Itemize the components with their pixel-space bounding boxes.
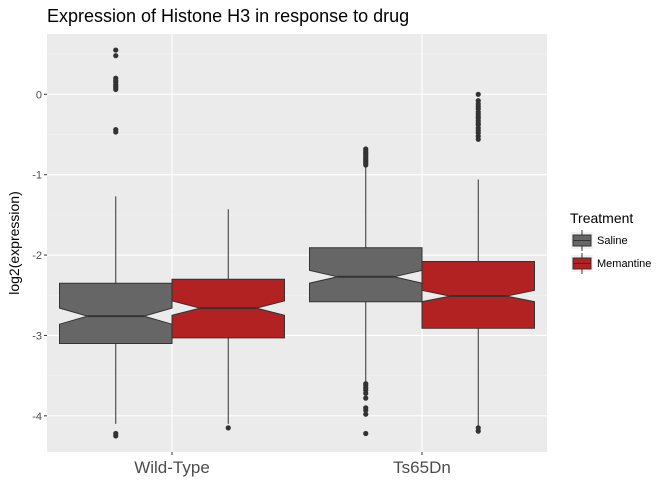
outlier-point	[363, 390, 369, 396]
y-tick-label: 0	[36, 89, 42, 101]
y-tick-label: -2	[32, 250, 42, 262]
y-axis-ticks: 0 -1 -2 -3 -4	[32, 89, 47, 423]
outlier-point	[113, 129, 119, 135]
outlier-point	[363, 395, 369, 401]
grid-lines	[47, 34, 547, 452]
x-axis-ticks: Wild-Type Ts65Dn	[134, 452, 451, 477]
x-tick-label: Wild-Type	[134, 458, 210, 477]
legend-label: Memantine	[597, 258, 651, 270]
outlier-point	[113, 433, 119, 439]
box-marks	[59, 47, 535, 439]
plot-panel	[47, 34, 547, 452]
chart-title: Expression of Histone H3 in response to …	[47, 6, 409, 26]
outlier-point	[475, 428, 481, 434]
y-tick-label: -3	[32, 330, 42, 342]
outlier-point	[113, 47, 119, 53]
y-axis-title: log2(expression)	[6, 191, 22, 295]
y-tick-label: -4	[32, 411, 42, 423]
x-tick-label: Ts65Dn	[393, 458, 451, 477]
outlier-point	[363, 407, 369, 413]
box-body	[59, 282, 173, 344]
legend: Saline Memantine	[571, 230, 651, 274]
outlier-point	[225, 425, 231, 431]
outlier-point	[475, 91, 481, 97]
outlier-point	[363, 162, 369, 168]
y-tick-label: -1	[32, 170, 42, 182]
outlier-point	[113, 86, 119, 93]
outlier-point	[475, 136, 481, 142]
outlier-point	[363, 430, 369, 437]
legend-title: Treatment	[570, 210, 633, 226]
legend-label: Saline	[597, 235, 628, 247]
outlier-point	[363, 411, 369, 417]
outlier-point	[113, 53, 119, 59]
box-body	[421, 261, 535, 329]
